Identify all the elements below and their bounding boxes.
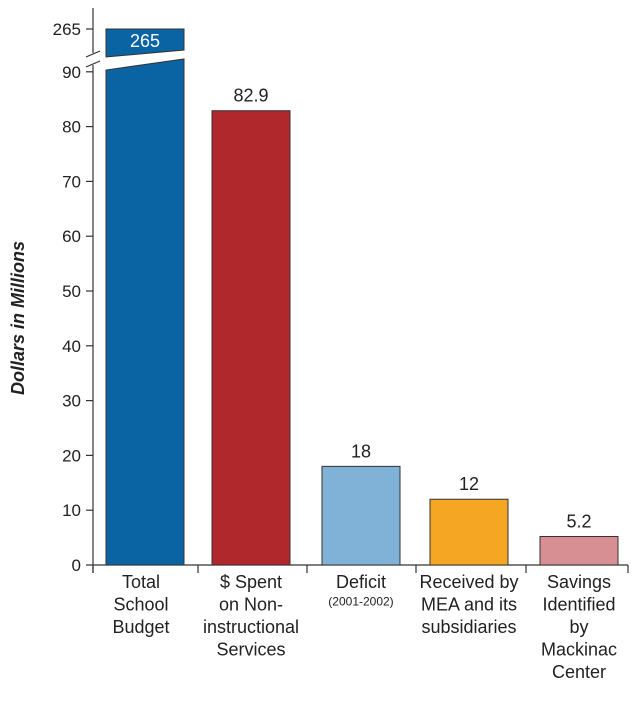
y-axis-title: Dollars in Millions <box>8 241 28 395</box>
bar-upper <box>105 28 185 58</box>
x-tick-label: Received by <box>419 572 518 592</box>
x-tick-label: MEA and its <box>421 595 517 615</box>
x-tick-label: Center <box>552 662 606 682</box>
x-tick-label: Savings <box>547 572 611 592</box>
x-tick-label: Services <box>216 640 285 660</box>
y-tick-label: 70 <box>62 172 81 191</box>
x-tick-label: by <box>569 617 588 637</box>
x-tick-label: Budget <box>112 617 169 637</box>
y-tick-label: 0 <box>72 556 81 575</box>
bar <box>321 465 401 566</box>
axis-break-mark <box>85 50 101 58</box>
y-tick-label: 40 <box>62 337 81 356</box>
x-tick-label: on Non- <box>219 595 283 615</box>
bar <box>429 498 509 566</box>
bar <box>105 58 185 566</box>
bar-value-label: 12 <box>459 474 479 494</box>
y-tick-label: 50 <box>62 282 81 301</box>
y-tick-label: 30 <box>62 392 81 411</box>
x-tick-sublabel: (2001-2002) <box>328 595 393 609</box>
bar-layer <box>105 28 619 566</box>
x-tick-label: School <box>113 595 168 615</box>
x-tick-label: $ Spent <box>220 572 282 592</box>
y-tick-label: 265 <box>53 20 81 39</box>
y-tick-label: 80 <box>62 118 81 137</box>
y-tick-label: 90 <box>62 63 81 82</box>
y-tick-label: 20 <box>62 446 81 465</box>
bar <box>539 536 619 566</box>
x-tick-label: Identified <box>542 595 615 615</box>
bar-value-label: 18 <box>351 441 371 461</box>
x-tick-label: subsidiaries <box>421 617 516 637</box>
bar-value-label: 5.2 <box>566 512 591 532</box>
x-tick-label: Total <box>122 572 160 592</box>
x-tick-label: instructional <box>203 617 299 637</box>
bar-value-label: 265 <box>130 31 160 51</box>
bar-value-label: 82.9 <box>233 86 268 106</box>
bar <box>211 110 291 566</box>
x-tick-label: Mackinac <box>541 640 617 660</box>
y-tick-label: 10 <box>62 501 81 520</box>
y-tick-label: 60 <box>62 227 81 246</box>
x-tick-label: Deficit <box>336 572 386 592</box>
axis-break-mark <box>85 60 101 68</box>
